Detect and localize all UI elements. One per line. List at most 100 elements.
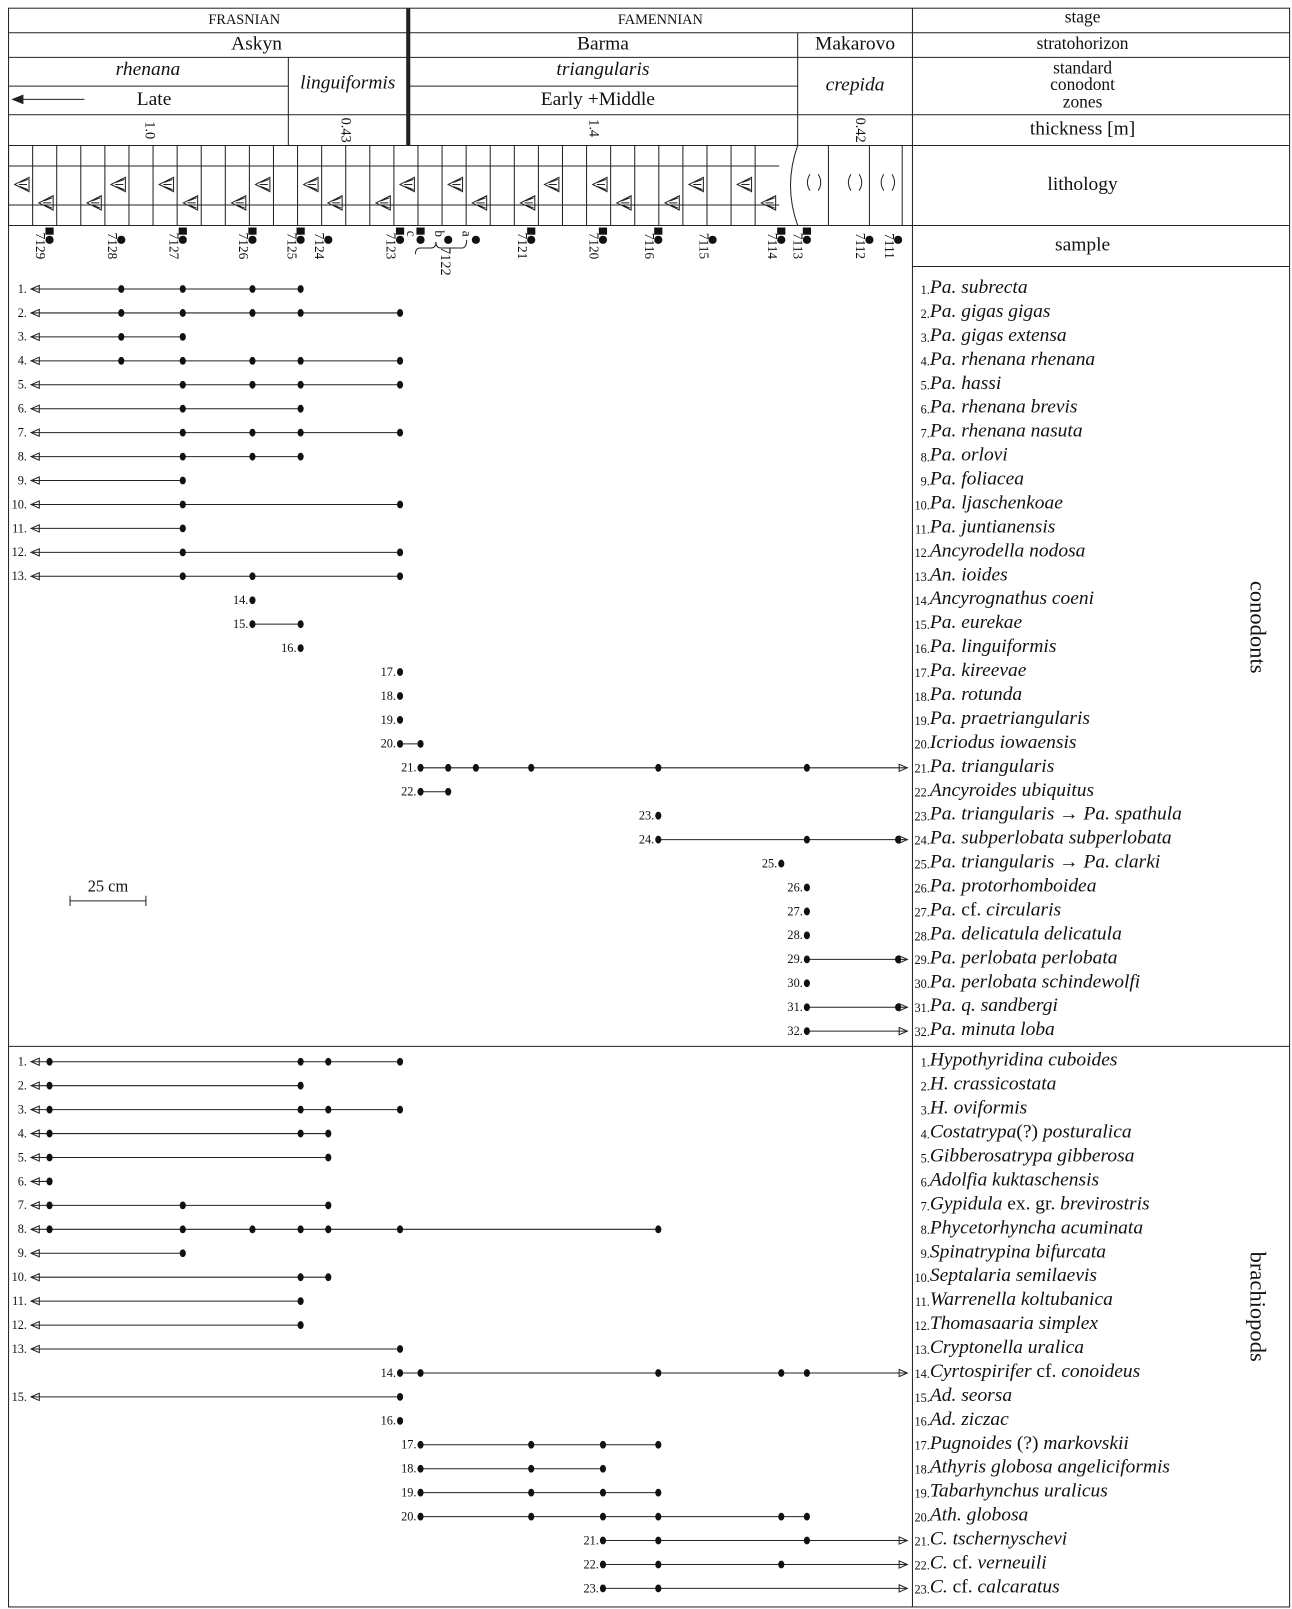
stage: FAMENNIAN bbox=[618, 12, 704, 28]
occurrence bbox=[445, 764, 451, 772]
occurrence bbox=[180, 309, 186, 317]
row-number: 8. bbox=[921, 450, 930, 464]
occurrence bbox=[655, 1513, 661, 1521]
taxon-name: Tabarhynchus uralicus bbox=[930, 1481, 1108, 1502]
occurrence bbox=[528, 1513, 534, 1521]
sample-label: 7128 bbox=[105, 233, 120, 260]
taxon-name: Cyrtospirifer cf. conoideus bbox=[930, 1361, 1140, 1382]
occurrence bbox=[118, 309, 124, 317]
occurrence bbox=[298, 453, 304, 461]
taxon-name: Pa. delicatula delicatula bbox=[929, 924, 1122, 945]
row-number: 13. bbox=[915, 570, 930, 584]
occurrence bbox=[118, 357, 124, 365]
occurrence bbox=[180, 357, 186, 365]
occurrence bbox=[417, 788, 423, 796]
sample-label: 7127 bbox=[166, 233, 181, 260]
occurrence bbox=[46, 1201, 52, 1209]
occurrence bbox=[397, 501, 403, 509]
subzone: Early +Middle bbox=[541, 89, 655, 110]
occurrence bbox=[417, 1489, 423, 1497]
row-number: 11. bbox=[915, 522, 930, 536]
row-number: 32. bbox=[915, 1025, 930, 1039]
taxon-name: Ath. globosa bbox=[928, 1505, 1028, 1526]
occurrence bbox=[445, 788, 451, 796]
row-number: 8. bbox=[18, 1222, 27, 1236]
occurrence bbox=[298, 429, 304, 437]
litho-fan bbox=[448, 177, 462, 191]
row-number: 5. bbox=[18, 1150, 27, 1164]
occurrence bbox=[298, 381, 304, 389]
row-number: 3. bbox=[921, 1103, 930, 1117]
sample-label: 7126 bbox=[236, 233, 251, 260]
occurrence bbox=[118, 333, 124, 341]
occurrence bbox=[600, 1513, 606, 1521]
group-label: conodonts bbox=[1246, 581, 1271, 674]
taxon-name: Pa. juntianensis bbox=[929, 517, 1055, 538]
row-number: 13. bbox=[12, 569, 27, 583]
litho-fan bbox=[39, 196, 53, 210]
row-number: 20. bbox=[401, 1509, 416, 1523]
occurrence bbox=[298, 1321, 304, 1329]
row-number: 2. bbox=[921, 1080, 930, 1094]
column-label: stage bbox=[1065, 6, 1101, 26]
row-number: 21. bbox=[401, 761, 416, 775]
row-number: 10. bbox=[915, 1271, 930, 1285]
occurrence bbox=[298, 1058, 304, 1066]
taxon-name: Gibberosatrypa gibberosa bbox=[930, 1146, 1135, 1167]
occurrence bbox=[417, 1369, 423, 1377]
occurrence bbox=[325, 1154, 331, 1162]
occurrence bbox=[655, 1441, 661, 1449]
taxon-name: Ancyroides ubiquitus bbox=[928, 780, 1094, 801]
occurrence bbox=[118, 285, 124, 293]
row-number: 11. bbox=[12, 1294, 27, 1308]
row-number: 14. bbox=[381, 1366, 396, 1380]
occurrence bbox=[397, 1417, 403, 1425]
row-number: 17. bbox=[915, 666, 930, 680]
row-number: 13. bbox=[915, 1343, 930, 1357]
occurrence bbox=[528, 1489, 534, 1497]
sample-dot bbox=[472, 236, 480, 244]
occurrence bbox=[804, 979, 810, 987]
taxon-name: Pa. praetriangularis bbox=[929, 708, 1090, 729]
row-number: 12. bbox=[915, 1319, 930, 1333]
row-number: 6. bbox=[18, 402, 27, 416]
occurrence bbox=[180, 405, 186, 413]
occurrence bbox=[895, 836, 901, 844]
row-number: 9. bbox=[921, 474, 930, 488]
litho-fan bbox=[472, 196, 486, 210]
occurrence bbox=[180, 572, 186, 580]
litho-fan bbox=[159, 177, 173, 191]
row-number: 11. bbox=[915, 1295, 930, 1309]
row-number: 15. bbox=[915, 618, 930, 632]
occurrence bbox=[417, 1465, 423, 1473]
taxon-name: Pa. gigas extensa bbox=[929, 325, 1067, 346]
occurrence bbox=[249, 429, 255, 437]
row-number: 12. bbox=[915, 546, 930, 560]
row-number: 14. bbox=[915, 594, 930, 608]
occurrence bbox=[46, 1154, 52, 1162]
row-number: 13. bbox=[12, 1342, 27, 1356]
occurrence bbox=[298, 1082, 304, 1090]
row-number: 4. bbox=[921, 355, 930, 369]
row-number: 17. bbox=[915, 1439, 930, 1453]
occurrence bbox=[397, 1225, 403, 1233]
row-number: 5. bbox=[921, 379, 930, 393]
taxon-name: Gypidula ex. gr. brevirostris bbox=[930, 1194, 1150, 1215]
row-number: 7. bbox=[18, 1198, 27, 1212]
row-number: 10. bbox=[12, 497, 27, 511]
occurrence bbox=[180, 333, 186, 341]
row-number: 14. bbox=[233, 593, 248, 607]
taxon-name: Icriodus iowaensis bbox=[929, 732, 1077, 753]
taxon-name: Cryptonella uralica bbox=[930, 1337, 1084, 1358]
occurrence bbox=[600, 1585, 606, 1593]
row-number: 23. bbox=[915, 810, 930, 824]
stratohorizon: Barma bbox=[577, 34, 629, 55]
occurrence bbox=[804, 908, 810, 916]
row-number: 4. bbox=[921, 1127, 930, 1141]
row-number: 10. bbox=[12, 1270, 27, 1284]
occurrence bbox=[804, 1027, 810, 1035]
taxon-name: Pa. cf. circularis bbox=[929, 900, 1061, 921]
taxon-name: C. tschernyschevi bbox=[930, 1529, 1067, 1550]
occurrence bbox=[298, 405, 304, 413]
litho-paren bbox=[881, 174, 894, 190]
